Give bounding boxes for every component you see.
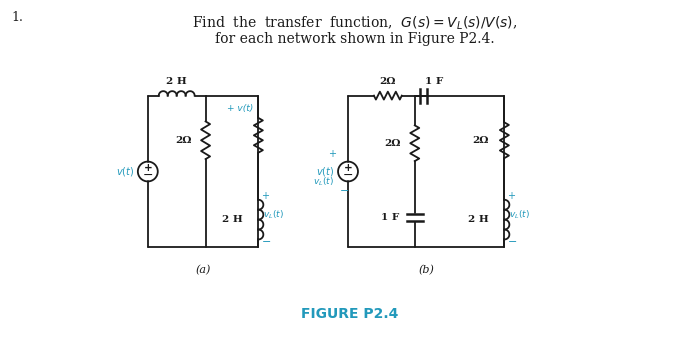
Text: 2Ω: 2Ω xyxy=(379,77,396,86)
Text: 1 F: 1 F xyxy=(381,213,399,222)
Text: $v_L(t)$: $v_L(t)$ xyxy=(510,208,530,221)
Text: $v_L(t)$: $v_L(t)$ xyxy=(263,208,284,221)
Text: $v(t)$: $v(t)$ xyxy=(116,165,134,178)
Text: +: + xyxy=(144,163,152,173)
Text: −: − xyxy=(508,237,517,247)
Text: +: + xyxy=(508,191,515,201)
Text: 2 H: 2 H xyxy=(167,77,187,86)
Text: +: + xyxy=(344,163,352,173)
Text: 1.: 1. xyxy=(11,11,23,24)
Text: 1 F: 1 F xyxy=(424,77,443,86)
Text: −: − xyxy=(340,186,350,196)
Text: 2Ω: 2Ω xyxy=(175,136,192,145)
Text: + v(t): + v(t) xyxy=(227,104,253,113)
Text: −: − xyxy=(143,169,153,182)
Text: −: − xyxy=(261,237,271,247)
Text: $v(t)$: $v(t)$ xyxy=(316,165,334,178)
Text: +: + xyxy=(328,149,336,159)
Text: Find  the  transfer  function,  $\mathit{G}(\mathit{s}) = V_L(\mathit{s})/V(\mat: Find the transfer function, $\mathit{G}(… xyxy=(193,14,517,32)
Text: −: − xyxy=(343,169,354,182)
Text: $v_L(t)$: $v_L(t)$ xyxy=(313,175,334,188)
Text: 2Ω: 2Ω xyxy=(384,139,401,148)
Text: 2Ω: 2Ω xyxy=(472,136,489,145)
Text: (b): (b) xyxy=(419,265,434,276)
Text: for each network shown in Figure P2.4.: for each network shown in Figure P2.4. xyxy=(215,32,495,46)
Text: FIGURE P2.4: FIGURE P2.4 xyxy=(301,307,399,321)
Text: (a): (a) xyxy=(195,265,211,276)
Text: +: + xyxy=(261,191,270,201)
Text: 2 H: 2 H xyxy=(468,215,489,224)
Text: 2 H: 2 H xyxy=(222,215,242,224)
